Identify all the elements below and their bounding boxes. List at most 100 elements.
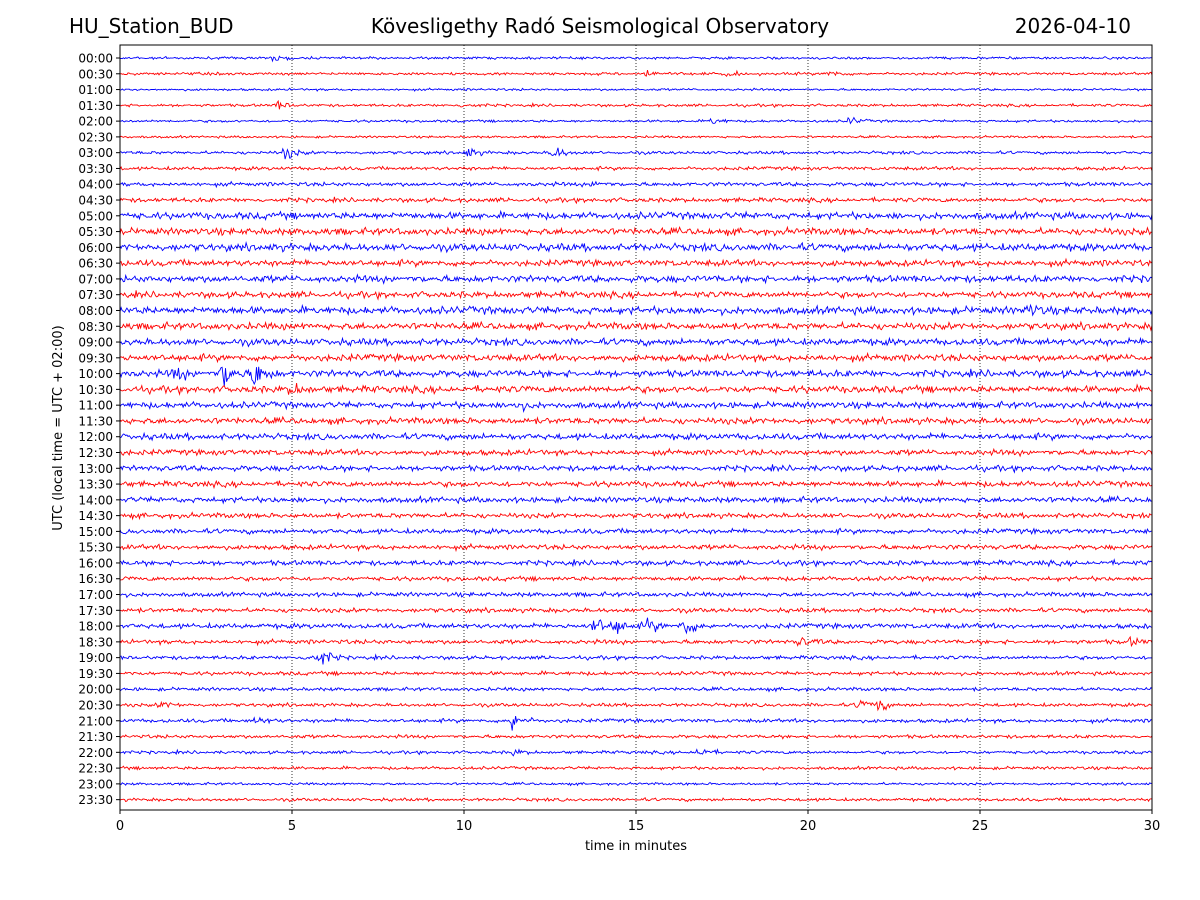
seismic-trace [120, 180, 1153, 189]
y-tick-label: 17:30 [78, 604, 113, 618]
seismic-trace [119, 574, 1153, 583]
y-tick-label: 11:00 [78, 399, 113, 413]
y-tick-label: 15:30 [78, 541, 113, 555]
y-tick-label: 00:00 [78, 52, 113, 66]
seismic-trace [119, 241, 1153, 254]
seismic-trace [119, 781, 1153, 787]
y-tick-label: 13:00 [78, 462, 113, 476]
y-tick-label: 23:00 [78, 777, 113, 791]
seismic-trace [119, 289, 1153, 301]
seismic-trace [119, 195, 1153, 205]
seismic-trace [119, 366, 1153, 387]
seismic-trace [119, 635, 1153, 648]
chart-date: 2026-04-10 [1014, 14, 1131, 38]
y-tick-label: 18:00 [78, 620, 113, 634]
y-tick-label: 20:00 [78, 683, 113, 697]
seismic-trace [119, 209, 1153, 222]
x-axis-label: time in minutes [585, 839, 687, 854]
seismic-trace [119, 55, 1153, 63]
station-name: HU_Station_BUD [69, 14, 234, 38]
seismic-trace [119, 399, 1153, 414]
seismic-trace [119, 526, 1152, 536]
seismic-trace [119, 116, 1153, 125]
y-tick-label: 10:30 [78, 383, 113, 397]
seismic-trace [119, 686, 1153, 693]
y-tick-label: 16:00 [78, 556, 113, 570]
seismic-trace [119, 542, 1153, 553]
seismic-trace [119, 134, 1153, 140]
seismic-trace [119, 320, 1153, 332]
grid-lines [291, 45, 981, 810]
x-tick-label: 25 [972, 819, 989, 834]
y-tick-label: 17:00 [78, 588, 113, 602]
seismic-traces [119, 55, 1153, 803]
y-tick-label: 06:00 [78, 241, 113, 255]
seismic-trace [119, 652, 1153, 665]
y-tick-label: 08:30 [78, 320, 113, 334]
seismic-trace [120, 590, 1153, 599]
y-tick-label: 01:00 [78, 83, 113, 97]
seismic-trace [119, 606, 1153, 615]
y-tick-label: 22:30 [78, 762, 113, 776]
seismic-trace [119, 415, 1153, 427]
y-tick-label: 05:00 [78, 209, 113, 223]
y-tick-label: 03:00 [78, 146, 113, 160]
y-tick-label: 14:30 [78, 509, 113, 523]
y-tick-label: 07:30 [78, 288, 113, 302]
chart-title: Kövesligethy Radó Seismological Observat… [370, 14, 830, 38]
x-tick-label: 15 [628, 819, 645, 834]
y-tick-label: 04:00 [78, 178, 113, 192]
y-tick-label: 21:00 [78, 714, 113, 728]
y-tick-label: 03:30 [78, 162, 113, 176]
x-axis: 0 5 10 15 20 25 30 [116, 810, 1160, 834]
y-tick-label: 08:00 [78, 304, 113, 318]
seismic-trace [119, 303, 1153, 317]
y-tick-label: 01:30 [78, 99, 113, 113]
y-tick-label: 00:30 [78, 67, 113, 81]
y-tick-label: 06:30 [78, 257, 113, 271]
y-tick-label: 20:30 [78, 698, 113, 712]
y-tick-label: 12:30 [78, 446, 113, 460]
y-tick-label: 09:30 [78, 351, 113, 365]
seismic-trace [119, 351, 1153, 364]
y-tick-label: 10:00 [78, 367, 113, 381]
seismic-trace [119, 716, 1153, 731]
seismic-trace [119, 147, 1153, 160]
y-tick-label: 19:00 [78, 651, 113, 665]
seismic-trace [119, 558, 1153, 568]
seismic-trace [119, 336, 1153, 348]
seismic-trace [119, 479, 1153, 490]
seismic-trace [119, 257, 1153, 269]
seismic-trace [119, 87, 1153, 92]
seismic-trace [119, 699, 1153, 712]
seismic-trace [119, 670, 1153, 677]
x-tick-label: 30 [1144, 819, 1161, 834]
seismic-trace [119, 273, 1153, 285]
y-tick-label: 07:00 [78, 272, 113, 286]
seismic-trace [119, 494, 1153, 505]
x-tick-label: 20 [800, 819, 817, 834]
seismic-trace [119, 463, 1153, 474]
seismic-trace [119, 383, 1153, 396]
y-tick-label: 12:00 [78, 430, 113, 444]
x-tick-label: 0 [116, 819, 124, 834]
x-tick-label: 5 [288, 819, 296, 834]
y-tick-label: 04:30 [78, 194, 113, 208]
y-tick-label: 21:30 [78, 730, 113, 744]
seismic-trace [119, 165, 1153, 172]
y-tick-label: 22:00 [78, 746, 113, 760]
seismic-trace [119, 733, 1153, 740]
seismic-trace [119, 765, 1153, 771]
seismic-trace [119, 225, 1153, 237]
x-tick-label: 10 [456, 819, 473, 834]
y-tick-label: 11:30 [78, 414, 113, 428]
y-tick-label: 18:30 [78, 635, 113, 649]
seismic-trace [119, 796, 1153, 803]
y-tick-label: 16:30 [78, 572, 113, 586]
y-tick-label: 05:30 [78, 225, 113, 239]
y-tick-label: 15:00 [78, 525, 113, 539]
y-tick-label: 02:00 [78, 115, 113, 129]
y-tick-label: 13:30 [78, 478, 113, 492]
seismic-trace [119, 431, 1153, 442]
